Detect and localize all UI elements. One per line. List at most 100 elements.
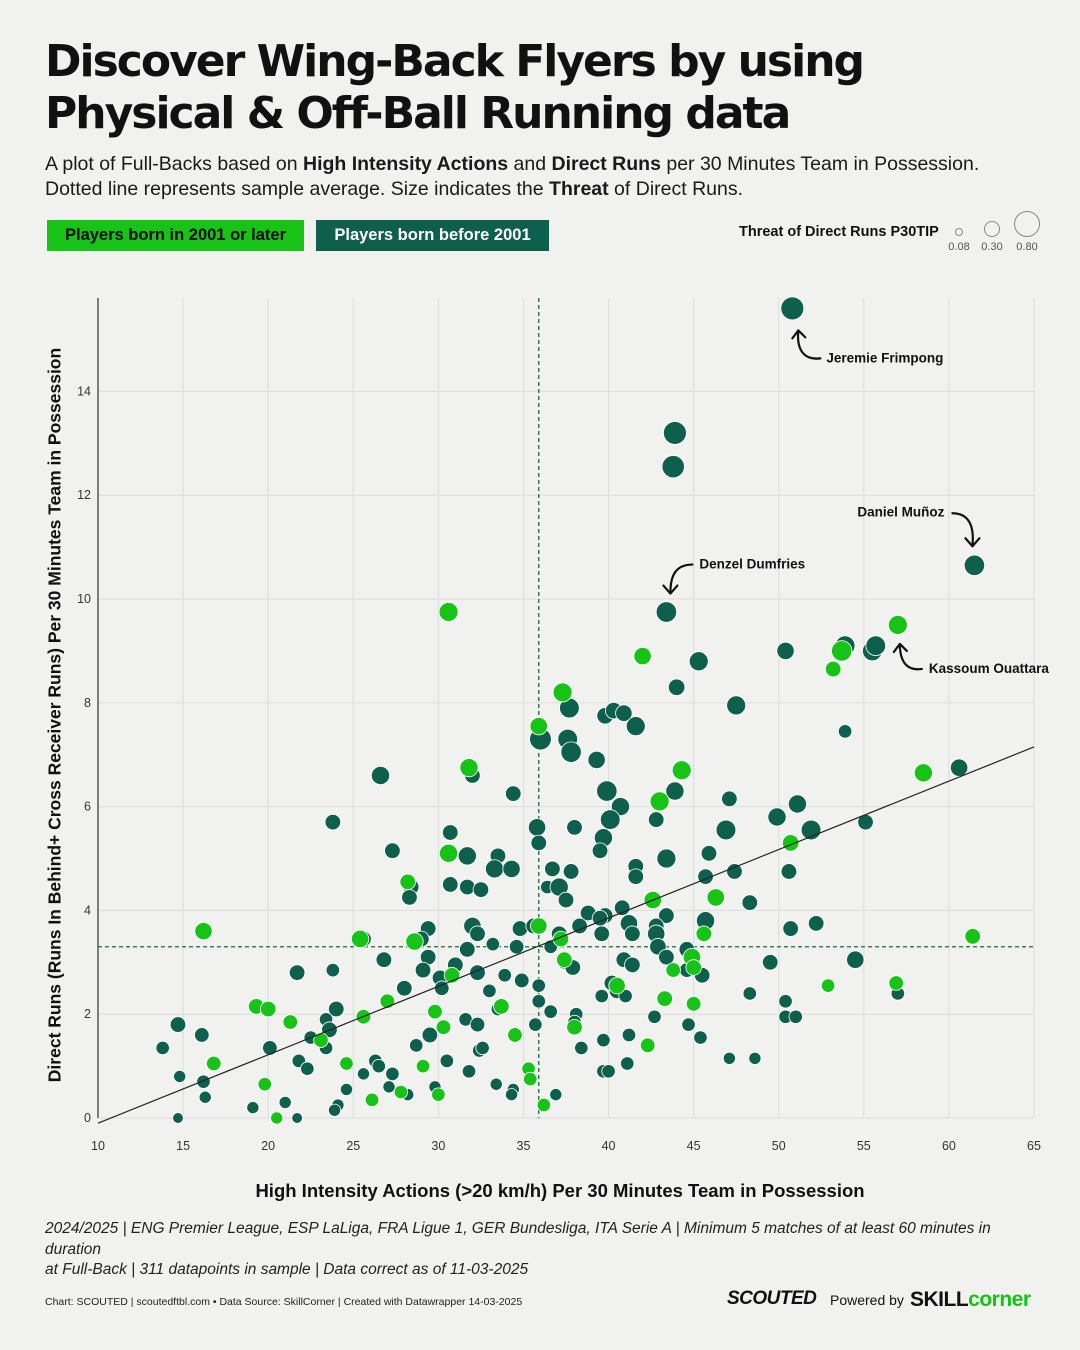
data-point-born-2001-or-later (393, 1084, 409, 1100)
annotation-arrow (892, 642, 923, 671)
data-point-born-before-2001 (618, 988, 633, 1004)
size-legend-circle-small (955, 228, 963, 236)
data-point-born-2001-or-later (194, 922, 213, 941)
data-point-born-before-2001 (778, 994, 793, 1009)
data-point-born-before-2001 (531, 994, 546, 1009)
data-point-born-2001-or-later (270, 1111, 284, 1125)
data-point-born-before-2001 (761, 954, 779, 971)
data-point-born-before-2001 (741, 894, 759, 911)
data-point-born-before-2001 (663, 421, 687, 445)
x-tick-label: 60 (942, 1139, 956, 1153)
data-point-born-before-2001 (846, 950, 865, 969)
data-point-born-before-2001 (656, 848, 677, 869)
data-point-born-before-2001 (865, 635, 887, 657)
data-point-born-before-2001 (963, 554, 986, 576)
data-point-born-2001-or-later (282, 1014, 299, 1030)
subtitle-emphasis: High Intensity Actions (302, 153, 509, 175)
data-point-born-before-2001 (726, 863, 743, 880)
data-point-born-before-2001 (514, 972, 530, 989)
data-point-born-before-2001 (469, 1016, 486, 1033)
data-point-born-2001-or-later (706, 888, 725, 907)
data-point-born-before-2001 (409, 1038, 424, 1053)
data-point-born-before-2001 (596, 1033, 611, 1048)
size-legend: 0.08 0.30 0.80 (948, 211, 1040, 253)
size-legend-circle-large (1014, 211, 1040, 237)
data-point-born-before-2001 (767, 807, 787, 827)
x-axis-label: High Intensity Actions (>20 km/h) Per 30… (255, 1180, 865, 1201)
data-point-born-before-2001 (439, 1053, 455, 1069)
subtitle-emphasis: Direct Runs (551, 153, 661, 175)
data-point-born-before-2001 (681, 1017, 696, 1032)
legend-young-chip: Players born in 2001 or later (47, 220, 304, 251)
data-point-born-before-2001 (172, 1112, 184, 1124)
data-point-born-2001-or-later (415, 1058, 431, 1074)
data-point-born-before-2001 (155, 1040, 170, 1056)
y-tick-label: 2 (84, 1007, 91, 1021)
data-point-born-before-2001 (620, 1056, 635, 1071)
data-point-born-before-2001 (300, 1061, 315, 1076)
y-tick-label: 14 (77, 384, 91, 398)
y-tick-label: 0 (84, 1111, 91, 1125)
data-point-born-before-2001 (531, 978, 546, 993)
data-point-born-before-2001 (459, 878, 476, 896)
data-point-born-before-2001 (370, 765, 391, 785)
data-point-born-before-2001 (624, 925, 641, 942)
skillcorner-logo: SKILLcorner (910, 1288, 1031, 1312)
data-point-born-before-2001 (459, 941, 476, 958)
page-title: Discover Wing-Back Flyers by using Physi… (45, 36, 865, 139)
data-point-born-2001-or-later (552, 682, 573, 703)
data-point-born-before-2001 (587, 750, 606, 770)
data-point-born-before-2001 (173, 1069, 187, 1083)
x-tick-label: 65 (1027, 1139, 1041, 1153)
data-point-born-2001-or-later (339, 1056, 354, 1071)
data-point-born-2001-or-later (649, 791, 670, 812)
x-tick-label: 20 (261, 1139, 275, 1153)
data-point-born-2001-or-later (671, 760, 692, 781)
scatter-chart: 10 15 20 25 30 35 40 45 50 55 60 65 0 2 4 6 8 10 12 14 Jerem… (77, 296, 1049, 1153)
data-point-born-before-2001 (722, 1051, 736, 1065)
data-point-born-2001-or-later (888, 975, 904, 991)
data-point-born-2001-or-later (399, 873, 416, 891)
data-point-born-2001-or-later (257, 1077, 272, 1092)
data-point-born-before-2001 (780, 863, 798, 880)
data-point-born-2001-or-later (313, 1032, 329, 1048)
x-tick-label: 45 (687, 1139, 701, 1153)
data-point-born-before-2001 (482, 983, 497, 998)
data-point-born-before-2001 (667, 678, 686, 696)
data-point-born-2001-or-later (431, 1087, 446, 1102)
data-point-born-2001-or-later (405, 932, 424, 951)
data-point-born-before-2001 (621, 1027, 637, 1043)
x-tick-label: 30 (431, 1139, 445, 1153)
data-point-born-before-2001 (543, 1004, 558, 1019)
annotation-arrow (662, 563, 694, 595)
data-point-born-before-2001 (196, 1074, 211, 1089)
data-point-born-before-2001 (469, 925, 486, 942)
data-point-born-2001-or-later (820, 978, 836, 993)
data-point-born-before-2001 (485, 936, 500, 952)
subtitle-text: A plot of Full-Backs based on (45, 153, 303, 175)
size-legend-value: 0.30 (981, 241, 1002, 253)
annotation-label: Jeremie Frimpong (826, 350, 943, 365)
data-point-born-2001-or-later (529, 717, 548, 736)
data-point-born-2001-or-later (685, 996, 702, 1012)
data-point-born-before-2001 (414, 961, 432, 979)
data-point-born-before-2001 (246, 1101, 260, 1115)
x-tick-label: 35 (517, 1139, 531, 1153)
subtitle-text: and (508, 153, 552, 175)
data-point-born-before-2001 (625, 716, 646, 737)
skillcorner-logo-skill: SKILL (910, 1288, 969, 1311)
credit-line: Chart: SCOUTED | scoutedftbl.com • Data … (45, 1296, 523, 1308)
data-point-born-before-2001 (837, 724, 853, 739)
annotation-label: Daniel Muñoz (857, 504, 944, 519)
subtitle-text: Dotted line represents sample average. S… (45, 178, 550, 200)
data-point-born-before-2001 (549, 1088, 563, 1102)
data-point-born-2001-or-later (507, 1027, 523, 1043)
data-point-born-before-2001 (560, 741, 582, 763)
data-point-born-before-2001 (442, 876, 459, 893)
data-point-born-before-2001 (528, 1017, 543, 1032)
data-point-born-2001-or-later (831, 640, 853, 662)
data-point-born-before-2001 (442, 824, 459, 841)
data-point-born-2001-or-later (656, 990, 673, 1007)
legend-old-chip: Players born before 2001 (316, 220, 549, 251)
data-point-born-before-2001 (328, 1000, 345, 1018)
